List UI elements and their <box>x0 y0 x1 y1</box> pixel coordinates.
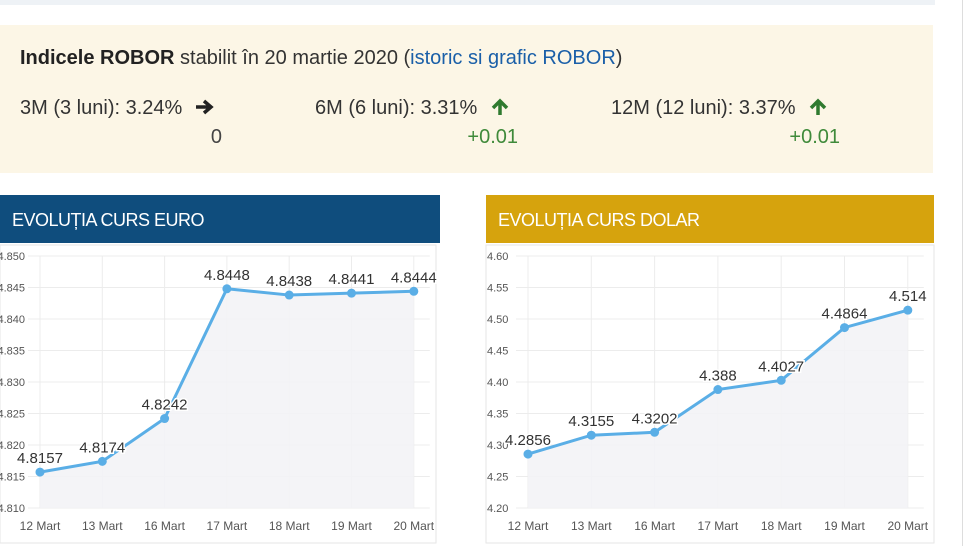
value-label: 4.4864 <box>822 306 868 323</box>
point <box>523 449 533 459</box>
value-label: 4.3155 <box>568 413 614 430</box>
point <box>650 427 660 437</box>
x-tick-label: 16 Mart <box>634 519 675 533</box>
y-tick-label: 4.840 <box>0 314 25 326</box>
x-tick-label: 13 Mart <box>82 519 123 533</box>
y-tick-label: 4.825 <box>0 409 25 421</box>
y-tick-label: 4.815 <box>0 472 25 484</box>
value-label: 4.8448 <box>204 267 250 284</box>
point <box>222 284 232 294</box>
value-label: 4.8157 <box>17 450 63 467</box>
chart-header <box>0 195 440 243</box>
x-tick-label: 19 Mart <box>331 519 372 533</box>
value-label: 4.2856 <box>505 432 551 449</box>
point <box>409 286 419 296</box>
area <box>528 310 908 508</box>
value-label: 4.8242 <box>142 397 188 414</box>
robor-link[interactable]: istoric si grafic ROBOR <box>410 47 616 69</box>
x-tick-label: 19 Mart <box>824 519 865 533</box>
y-tick-label: 4.810 <box>0 503 25 515</box>
divider <box>962 0 963 546</box>
x-tick-label: 20 Mart <box>887 519 928 533</box>
y-tick-label: 4.820 <box>0 440 25 452</box>
arrow-up <box>809 98 827 115</box>
rate-change: 0 <box>210 126 222 148</box>
point <box>284 290 294 300</box>
robor-box: Indicele ROBOR stabilit în 20 martie 202… <box>0 25 933 173</box>
x-tick-label: 12 Mart <box>20 519 61 533</box>
point <box>35 467 45 477</box>
y-tick-label: 4.45 <box>487 346 508 358</box>
y-tick-label: 4.830 <box>0 377 25 389</box>
top-strip <box>0 0 935 5</box>
point <box>903 305 913 315</box>
y-tick-label: 4.60 <box>487 251 508 263</box>
chart-title: EVOLUȚIA CURS DOLAR <box>498 210 700 230</box>
value-label: 4.514 <box>889 288 927 305</box>
chart-header <box>486 195 934 243</box>
y-tick-label: 4.50 <box>487 314 508 326</box>
arrow-right <box>195 99 214 115</box>
rate-label: 12M (12 luni): 3.37% <box>611 97 796 119</box>
point <box>776 375 786 385</box>
x-tick-label: 18 Mart <box>269 519 310 533</box>
y-tick-label: 4.845 <box>0 283 25 295</box>
x-tick-label: 17 Mart <box>698 519 739 533</box>
point <box>586 430 596 440</box>
robor-text: stabilit în 20 martie 2020 ( <box>180 47 411 69</box>
x-tick-label: 20 Mart <box>393 519 434 533</box>
rate-change: +0.01 <box>789 126 840 148</box>
robor-title: Indicele ROBOR stabilit în 20 martie 202… <box>20 47 622 70</box>
robor-text-end: ) <box>615 47 623 69</box>
y-tick-label: 4.835 <box>0 346 25 358</box>
rate-change: +0.01 <box>467 126 518 148</box>
point <box>160 414 170 424</box>
value-label: 4.8438 <box>266 273 312 290</box>
value-label: 4.4027 <box>758 358 804 375</box>
robor-bold: Indicele ROBOR <box>20 47 175 69</box>
arrow-up <box>491 98 509 115</box>
y-tick-label: 4.30 <box>487 440 508 452</box>
value-label: 4.8441 <box>329 271 375 288</box>
y-tick-label: 4.20 <box>487 503 508 515</box>
y-tick-label: 4.850 <box>0 251 25 263</box>
area <box>40 288 414 508</box>
y-tick-label: 4.40 <box>487 377 508 389</box>
rate-label: 6M (6 luni): 3.31% <box>315 97 478 119</box>
point <box>97 456 107 466</box>
value-label: 4.388 <box>699 368 737 385</box>
y-tick-label: 4.25 <box>487 472 508 484</box>
chart-title: EVOLUȚIA CURS EURO <box>12 210 205 230</box>
x-tick-label: 18 Mart <box>761 519 802 533</box>
point <box>347 288 356 298</box>
rate: 12M (12 luni): 3.37% <box>611 97 829 120</box>
x-tick-label: 12 Mart <box>508 519 549 533</box>
x-tick-label: 13 Mart <box>571 519 612 533</box>
point <box>713 385 723 395</box>
y-tick-label: 4.55 <box>487 283 508 295</box>
x-tick-label: 17 Mart <box>207 519 248 533</box>
rate-label: 3M (3 luni): 3.24% <box>20 97 183 119</box>
rate: 3M (3 luni): 3.24% <box>20 97 216 120</box>
value-label: 4.3202 <box>632 410 678 427</box>
x-tick-label: 16 Mart <box>144 519 185 533</box>
point <box>840 323 849 333</box>
value-label: 4.8444 <box>391 269 437 286</box>
value-label: 4.8174 <box>79 439 125 456</box>
rate: 6M (6 luni): 3.31% <box>315 97 511 120</box>
y-tick-label: 4.35 <box>487 409 508 421</box>
